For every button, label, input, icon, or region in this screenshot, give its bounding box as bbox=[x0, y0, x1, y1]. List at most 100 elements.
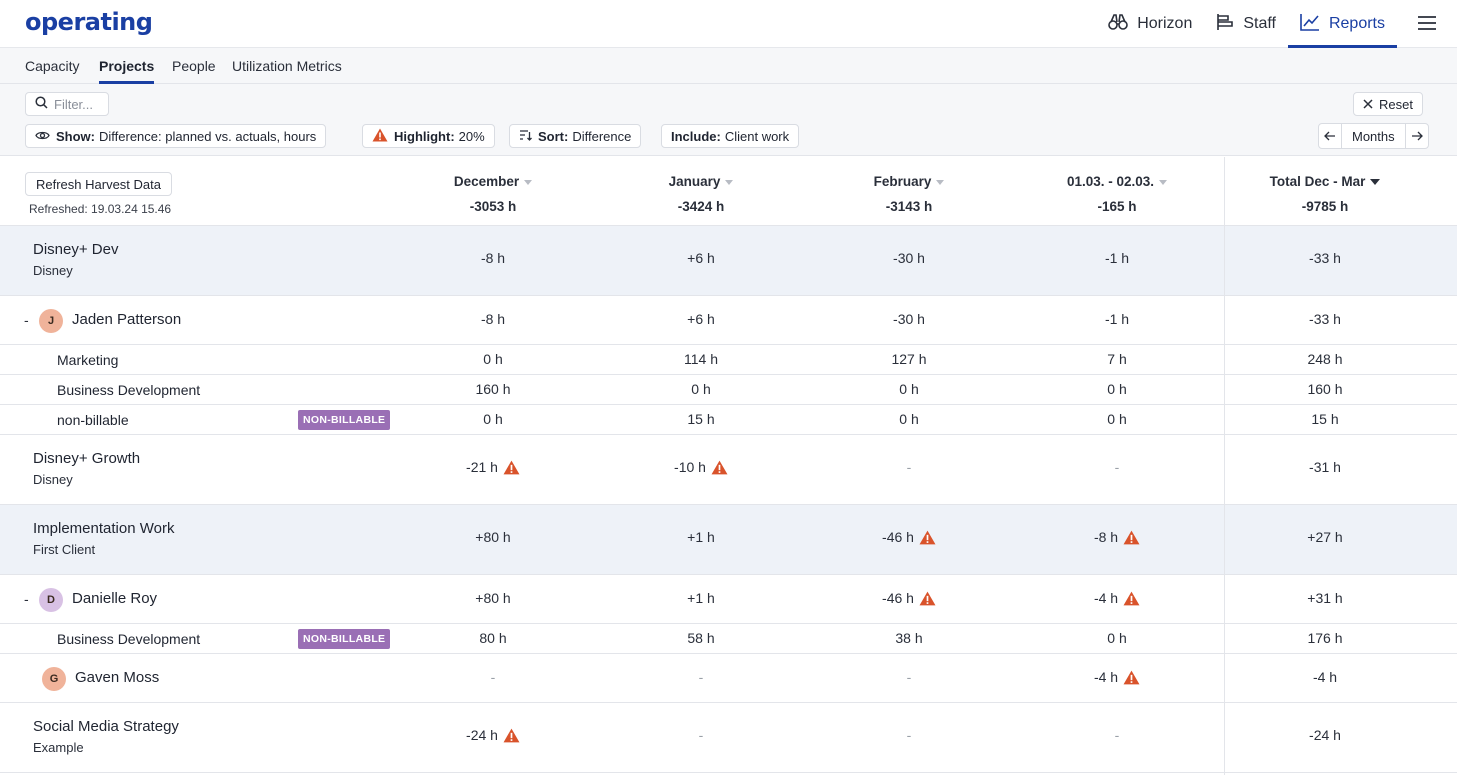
value-text: 15 h bbox=[687, 411, 715, 427]
value-text: -33 h bbox=[1309, 311, 1341, 327]
value-cell: 38 h bbox=[805, 630, 1013, 646]
value-text: - bbox=[1114, 727, 1120, 743]
show-filter-button[interactable]: Show: Difference: planned vs. actuals, h… bbox=[25, 124, 327, 148]
project-row[interactable]: Implementation Work First Client +80 h +1 h… bbox=[0, 505, 1457, 575]
value-text: - bbox=[906, 669, 912, 685]
value-text: - bbox=[906, 459, 912, 475]
prev-period-button[interactable] bbox=[1319, 124, 1341, 148]
nav-horizon[interactable]: Horizon bbox=[1096, 0, 1204, 48]
report-tabs: Capacity Projects People Utilization Met… bbox=[0, 48, 1457, 84]
value-text: -4 h bbox=[1093, 669, 1119, 685]
column-header[interactable]: February bbox=[805, 174, 1013, 189]
value-text: 160 h bbox=[1307, 381, 1343, 397]
collapse-toggle[interactable]: - bbox=[24, 591, 29, 607]
hamburger-menu-button[interactable] bbox=[1397, 0, 1457, 48]
column-total: -3143 h bbox=[885, 199, 933, 214]
sort-filter-button[interactable]: Sort: Difference bbox=[509, 124, 642, 148]
show-filter-value: Difference: planned vs. actuals, hours bbox=[99, 128, 317, 144]
total-column-divider bbox=[1224, 157, 1225, 775]
column-header[interactable]: Total Dec - Mar bbox=[1221, 174, 1429, 189]
include-filter-button[interactable]: Include: Client work bbox=[661, 124, 800, 148]
value-cell: 58 h bbox=[597, 630, 805, 646]
value-cell: -46 h bbox=[805, 529, 1013, 545]
value-cell: -24 h bbox=[1221, 727, 1429, 743]
project-row[interactable]: Social Media Strategy Example -24 h - - - -24 … bbox=[0, 703, 1457, 773]
include-filter-key: Include: bbox=[671, 128, 721, 144]
refresh-harvest-button[interactable]: Refresh Harvest Data bbox=[25, 172, 172, 196]
task-name: non-billable bbox=[57, 412, 129, 428]
value-cell: -30 h bbox=[805, 311, 1013, 327]
value-cell: 0 h bbox=[1013, 381, 1221, 397]
sort-filter-key: Sort: bbox=[538, 128, 569, 144]
value-cell: - bbox=[389, 669, 597, 685]
staff-icon bbox=[1216, 13, 1243, 36]
app-logo[interactable]: operating bbox=[25, 8, 153, 36]
person-row[interactable]: - D Danielle Roy +80 h +1 h -46 h -4 h +31 h bbox=[0, 575, 1457, 624]
person-name: Jaden Patterson bbox=[72, 311, 182, 328]
period-select[interactable]: Months bbox=[1341, 124, 1406, 148]
filter-placeholder: Filter... bbox=[54, 96, 94, 112]
value-text: 38 h bbox=[895, 630, 923, 646]
person-row[interactable]: - J Jaden Patterson -8 h +6 h -30 h -1 h -33 h bbox=[0, 296, 1457, 345]
warning-icon bbox=[503, 460, 520, 475]
value-text: +6 h bbox=[687, 311, 715, 327]
value-cell: 127 h bbox=[805, 351, 1013, 367]
column-header[interactable]: January bbox=[597, 174, 805, 189]
nav-horizon-label: Horizon bbox=[1137, 15, 1193, 32]
project-client: Disney bbox=[33, 472, 73, 487]
reset-button[interactable]: Reset bbox=[1353, 92, 1423, 116]
value-cell: -46 h bbox=[805, 590, 1013, 606]
tab-utilization-metrics[interactable]: Utilization Metrics bbox=[232, 58, 342, 74]
column-header[interactable]: December bbox=[389, 174, 597, 189]
value-cell: 0 h bbox=[1013, 630, 1221, 646]
collapse-toggle[interactable]: - bbox=[24, 312, 29, 328]
value-cell: 7 h bbox=[1013, 351, 1221, 367]
tab-projects[interactable]: Projects bbox=[99, 58, 155, 84]
nav-staff[interactable]: Staff bbox=[1204, 0, 1288, 48]
value-text: +80 h bbox=[475, 590, 511, 606]
project-client: Example bbox=[33, 740, 84, 755]
non-billable-badge: NON-BILLABLE bbox=[298, 629, 391, 649]
avatar: J bbox=[39, 309, 63, 333]
person-row[interactable]: G Gaven Moss - - - -4 h -4 h bbox=[0, 654, 1457, 703]
value-cell: - bbox=[597, 669, 805, 685]
highlight-filter-button[interactable]: Highlight: 20% bbox=[362, 124, 495, 148]
filter-bar: Filter... Reset Show: Difference: planne… bbox=[0, 84, 1457, 156]
nav-reports-label: Reports bbox=[1328, 15, 1385, 32]
project-row[interactable]: Disney+ Dev Disney -8 h +6 h -30 h -1 h -33 h bbox=[0, 226, 1457, 296]
close-icon bbox=[1363, 97, 1379, 112]
column-header-label: February bbox=[873, 174, 932, 189]
value-cell: 80 h bbox=[389, 630, 597, 646]
next-period-button[interactable] bbox=[1406, 124, 1428, 148]
warning-icon bbox=[919, 591, 936, 606]
project-row[interactable]: Disney+ Growth Disney -21 h -10 h - - -31 h bbox=[0, 435, 1457, 505]
value-cell: - bbox=[805, 727, 1013, 743]
value-text: -4 h bbox=[1093, 590, 1119, 606]
value-text: +80 h bbox=[475, 529, 511, 545]
value-text: 0 h bbox=[1107, 411, 1127, 427]
value-text: -46 h bbox=[882, 529, 914, 545]
value-cell: -31 h bbox=[1221, 459, 1429, 475]
value-text: -8 h bbox=[480, 250, 506, 266]
task-row: Business Development 160 h 0 h 0 h 0 h 160 h bbox=[0, 375, 1457, 405]
value-cell: 160 h bbox=[1221, 381, 1429, 397]
column-header-label: Total Dec - Mar bbox=[1269, 174, 1366, 189]
warning-icon bbox=[372, 128, 394, 145]
column-header[interactable]: 01.03. - 02.03. bbox=[1013, 174, 1221, 189]
non-billable-badge: NON-BILLABLE bbox=[298, 410, 391, 430]
column-header-label: December bbox=[453, 174, 520, 189]
value-cell: 15 h bbox=[1221, 411, 1429, 427]
warning-icon bbox=[503, 728, 520, 743]
value-cell: 0 h bbox=[805, 411, 1013, 427]
column-header-label: 01.03. - 02.03. bbox=[1066, 174, 1155, 189]
nav-reports[interactable]: Reports bbox=[1287, 0, 1398, 48]
value-cell: +6 h bbox=[597, 250, 805, 266]
value-text: 248 h bbox=[1307, 351, 1343, 367]
value-cell: 114 h bbox=[597, 351, 805, 367]
person-name: Gaven Moss bbox=[75, 669, 160, 686]
sort-caret-icon bbox=[936, 179, 945, 185]
filter-input[interactable]: Filter... bbox=[25, 92, 109, 116]
tab-people[interactable]: People bbox=[172, 58, 216, 74]
tab-capacity[interactable]: Capacity bbox=[25, 58, 80, 74]
value-cell: - bbox=[805, 669, 1013, 685]
